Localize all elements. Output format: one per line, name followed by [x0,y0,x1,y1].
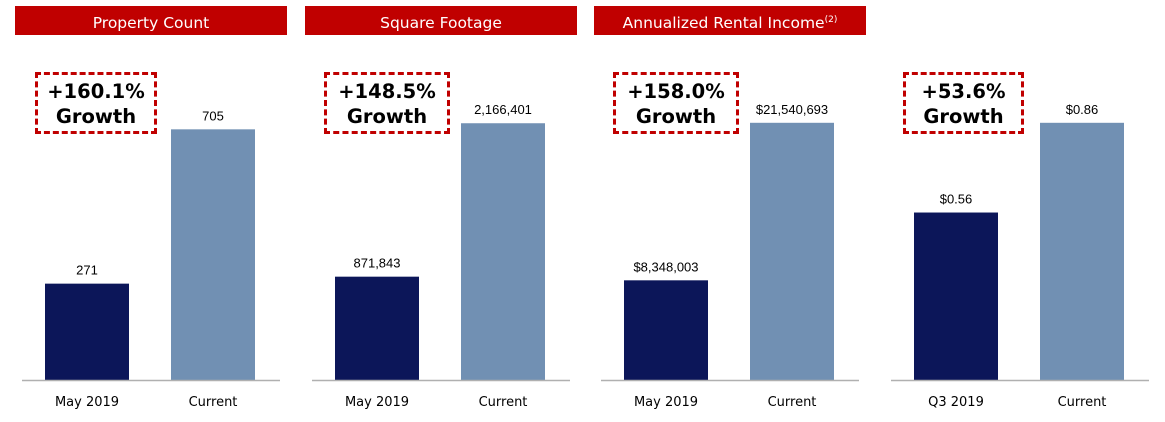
x-tick-label: Current [1058,395,1107,410]
growth-badge: +158.0% Growth [613,72,739,134]
bar-chart: 271 May 2019 705 Current [22,108,280,410]
bar-may-2019 [335,276,419,380]
growth-label: Growth [55,105,137,128]
growth-badge: +160.1% Growth [35,72,157,134]
bar-current [461,123,545,380]
data-label: 271 [76,263,98,278]
data-label: 2,166,401 [474,102,532,117]
data-label: 871,843 [354,256,401,271]
growth-label: Growth [346,105,428,128]
bar-may-2019 [45,283,129,380]
chart-title: Property Count [15,6,287,35]
growth-badge: +53.6% Growth [903,72,1024,134]
panel-annualized-rental-income: Annualized Rental Income(2) +158.0% Grow… [594,0,866,422]
x-tick-label: May 2019 [634,395,698,410]
bar-chart: $0.56 Q3 2019 $0.86 Current [891,102,1149,410]
data-label: $21,540,693 [756,102,828,117]
x-tick-label: May 2019 [55,395,119,410]
growth-percent: +158.0% [627,80,725,103]
bar-chart: 871,843 May 2019 2,166,401 Current [312,102,570,410]
panel-per-share: +53.6% Growth $0.56 Q3 2019 $0.86 Current [884,0,1156,422]
growth-badge: +148.5% Growth [324,72,450,134]
x-tick-label: May 2019 [345,395,409,410]
chart-title: Square Footage [305,6,577,35]
bar-chart: $8,348,003 May 2019 $21,540,693 Current [601,102,859,410]
data-label: $0.86 [1066,102,1099,117]
bar-current [750,122,834,380]
bar-q3-2019 [914,212,998,380]
x-tick-label: Current [479,395,528,410]
x-tick-label: Current [189,395,238,410]
panel-square-footage: Square Footage +148.5% Growth 871,843 May… [305,0,577,422]
bar-may-2019 [624,280,708,380]
growth-label: Growth [635,105,717,128]
panel-property-count: Property Count +160.1% Growth 271 May 201… [15,0,287,422]
x-tick-label: Current [768,395,817,410]
chart-title: Annualized Rental Income(2) [594,6,866,35]
bar-current [1040,122,1124,380]
growth-percent: +160.1% [47,80,145,103]
growth-percent: +53.6% [921,80,1006,103]
growth-label: Growth [923,105,1004,128]
bar-current [171,129,255,380]
x-tick-label: Q3 2019 [928,395,984,410]
data-label: $8,348,003 [633,259,698,274]
growth-percent: +148.5% [338,80,436,103]
data-label: 705 [202,108,224,123]
data-label: $0.56 [940,192,973,207]
footnote-marker: (2) [824,15,838,25]
